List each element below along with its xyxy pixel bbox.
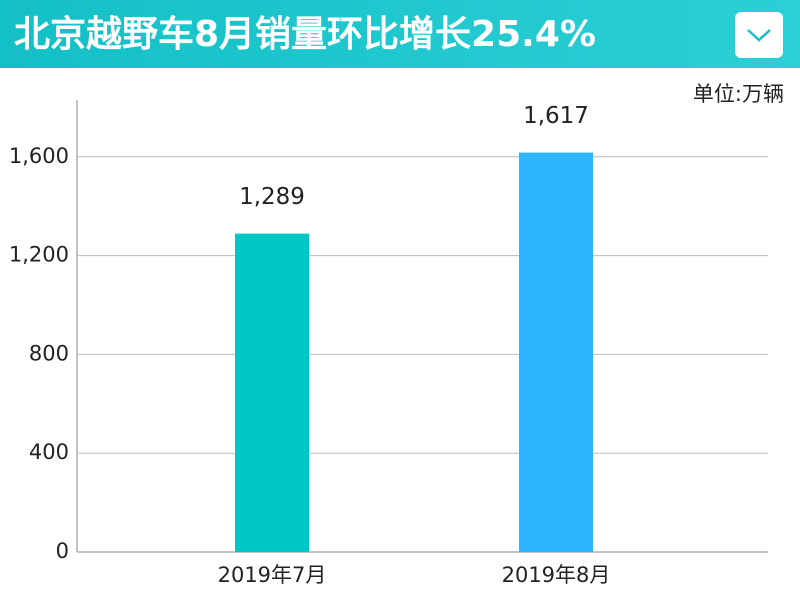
- x-tick-label: 2019年7月: [218, 563, 327, 587]
- bar: [235, 233, 309, 553]
- chart-title: 北京越野车8月销量环比增长25.4%: [14, 13, 596, 55]
- title-banner: [0, 0, 800, 68]
- dropdown-chevron[interactable]: [747, 29, 771, 42]
- dropdown-box[interactable]: [735, 12, 783, 58]
- y-tick-label: 400: [29, 440, 69, 464]
- dropdown-button[interactable]: [735, 12, 783, 58]
- y-tick-label: 1,200: [9, 243, 69, 267]
- value-label: 1,289: [239, 184, 305, 210]
- value-label: 1,617: [523, 103, 589, 129]
- bar: [519, 152, 593, 552]
- x-tick-label: 2019年8月: [502, 563, 611, 587]
- unit-label: 单位:万辆: [693, 82, 784, 106]
- y-tick-label: 0: [56, 539, 69, 563]
- y-tick-label: 1,600: [9, 144, 69, 168]
- y-tick-label: 800: [29, 341, 69, 365]
